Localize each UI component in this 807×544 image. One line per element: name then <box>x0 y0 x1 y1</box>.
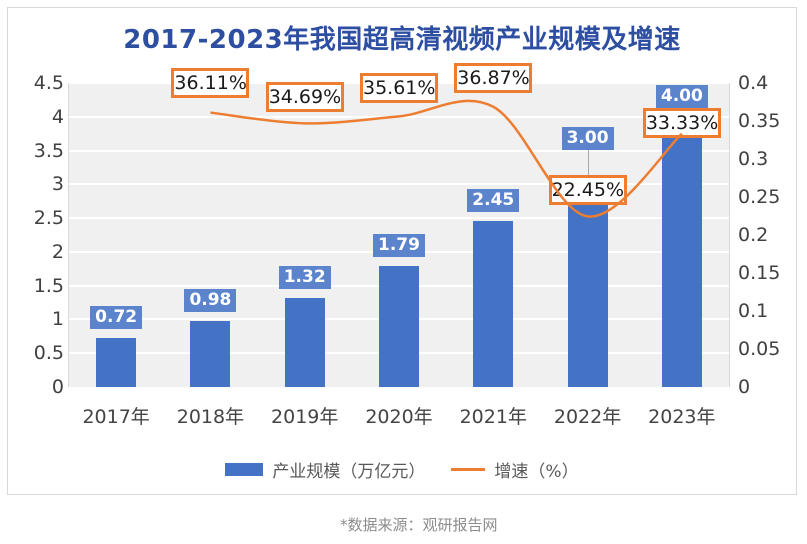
bar-value-label: 4.00 <box>655 84 708 108</box>
bar-value-label: 3.00 <box>561 127 614 151</box>
bar-value-label: 2.45 <box>467 189 520 213</box>
chart-container: 2017-2023年我国超高清视频产业规模及增速 4.5 4 3.5 3 2.5 2 1.5… <box>7 7 797 495</box>
legend-item-growth-rate: 增速（%） <box>451 457 579 482</box>
y-axis-tick-right: 0.1 <box>738 300 769 322</box>
growth-point-label: 34.69% <box>265 82 344 113</box>
y-axis-tick-right: 0 <box>738 376 751 398</box>
bar-series-swatch-icon <box>225 463 264 476</box>
growth-point-label: 33.33% <box>642 107 721 138</box>
gridline <box>69 183 729 186</box>
growth-point-label: 36.11% <box>171 67 250 98</box>
y-axis-tick-right: 0.35 <box>738 110 781 132</box>
bar <box>473 221 514 387</box>
gridline <box>69 149 729 152</box>
chart-title: 2017-2023年我国超高清视频产业规模及增速 <box>123 25 681 55</box>
x-axis-label: 2019年 <box>271 406 339 428</box>
bar-value-label: 0.72 <box>90 306 143 330</box>
growth-point-label: 36.87% <box>454 62 533 93</box>
y-axis-tick-left: 1 <box>51 308 64 331</box>
y-axis-tick-right: 0.2 <box>738 224 769 246</box>
x-axis-label: 2023年 <box>648 406 716 428</box>
x-axis-label: 2020年 <box>365 406 433 428</box>
bar <box>379 266 419 387</box>
legend-label-industry-scale: 产业规模（万亿元） <box>272 462 426 482</box>
bar <box>190 320 231 387</box>
y-axis-tick-left: 3 <box>51 173 64 196</box>
legend-item-industry-scale: 产业规模（万亿元） <box>225 457 425 482</box>
y-axis-tick-left: 4 <box>51 105 64 128</box>
y-axis-tick-left: 3.5 <box>33 139 64 162</box>
bar-value-label: 0.98 <box>184 288 237 312</box>
line-series-swatch-icon <box>451 468 486 471</box>
x-axis-label: 2017年 <box>82 406 150 428</box>
bar <box>96 338 137 387</box>
gridline <box>69 115 729 118</box>
y-axis-tick-left: 0.5 <box>33 342 64 365</box>
x-axis-label: 2022年 <box>553 406 622 428</box>
gridline <box>69 217 729 220</box>
bar <box>567 184 608 387</box>
y-axis-tick-left: 1.5 <box>33 274 64 297</box>
bar-value-label: 1.79 <box>373 234 425 258</box>
x-axis-label: 2018年 <box>176 406 245 428</box>
y-axis-tick-right: 0.4 <box>738 72 769 94</box>
axis-line <box>68 83 69 387</box>
y-axis-tick-right: 0.25 <box>738 186 781 208</box>
y-axis-tick-left: 2.5 <box>33 207 64 230</box>
y-axis-tick-right: 0.3 <box>738 148 769 170</box>
growth-point-label: 22.45% <box>548 175 627 206</box>
y-axis-tick-right: 0.15 <box>738 262 781 284</box>
data-source-note: *数据来源：观研报告网 <box>340 516 498 534</box>
axis-line <box>729 83 730 387</box>
y-axis-tick-left: 0 <box>51 376 64 398</box>
legend: 产业规模（万亿元） 增速（%） <box>8 457 796 482</box>
bar-value-label: 1.32 <box>278 265 331 289</box>
bar <box>284 297 325 387</box>
bar <box>661 116 702 387</box>
y-axis-tick-left: 2 <box>51 240 64 263</box>
y-axis-tick-left: 4.5 <box>33 72 64 94</box>
legend-label-growth-rate: 增速（%） <box>494 462 579 482</box>
growth-point-label: 35.61% <box>360 73 438 104</box>
x-axis-label: 2021年 <box>459 406 527 428</box>
y-axis-tick-right: 0.05 <box>738 338 781 360</box>
